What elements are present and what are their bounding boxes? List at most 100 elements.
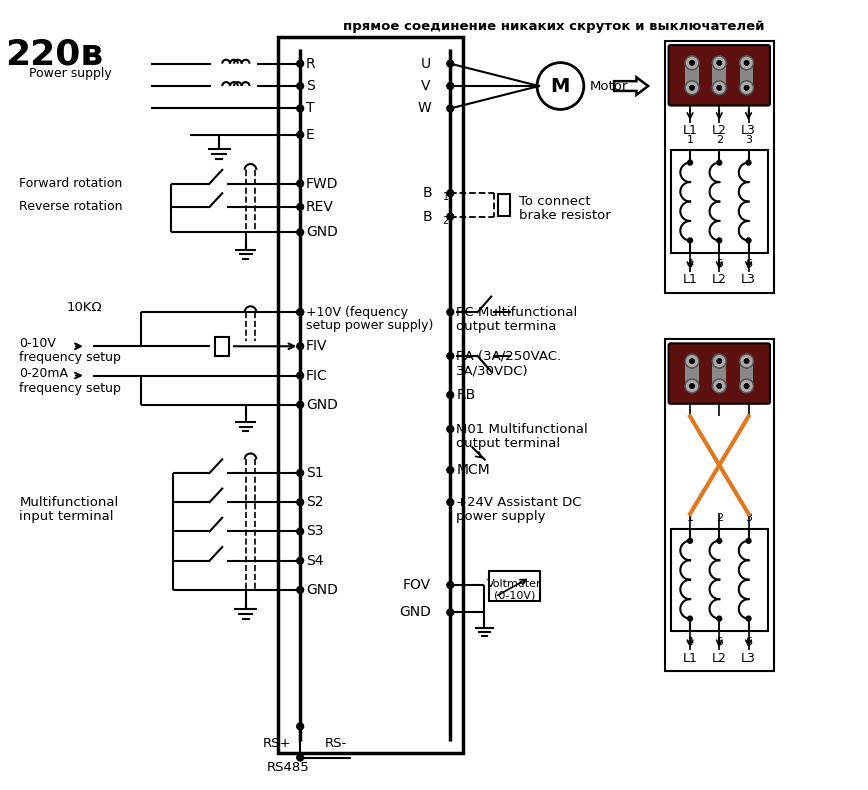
Text: T: T (306, 101, 314, 115)
Circle shape (297, 83, 304, 89)
Text: R: R (306, 57, 316, 70)
Circle shape (297, 372, 304, 379)
Circle shape (740, 354, 753, 368)
Bar (685, 358, 699, 389)
Text: FOV: FOV (403, 578, 431, 592)
Text: L3: L3 (741, 652, 756, 664)
Circle shape (297, 528, 304, 535)
Circle shape (740, 81, 753, 95)
Text: S4: S4 (306, 554, 324, 568)
Circle shape (744, 61, 749, 66)
Circle shape (744, 85, 749, 90)
Text: RS+: RS+ (263, 737, 292, 750)
Text: 0-20mA: 0-20mA (19, 367, 69, 380)
Text: L1: L1 (682, 273, 698, 287)
Text: input terminal: input terminal (19, 510, 114, 523)
Text: FWD: FWD (306, 176, 339, 190)
Circle shape (689, 61, 694, 66)
Circle shape (713, 354, 727, 368)
Circle shape (744, 384, 749, 389)
Circle shape (297, 401, 304, 408)
Text: FIV: FIV (306, 339, 327, 353)
Circle shape (297, 180, 304, 187)
Text: 5: 5 (716, 258, 723, 269)
Text: FIC: FIC (306, 368, 328, 382)
Circle shape (685, 56, 699, 70)
Text: B: B (423, 186, 433, 200)
Circle shape (744, 384, 749, 389)
Text: L1: L1 (682, 652, 698, 664)
FancyBboxPatch shape (668, 45, 770, 106)
Text: 6: 6 (745, 637, 752, 647)
Circle shape (740, 81, 753, 95)
Bar (490, 571, 540, 600)
Text: L2: L2 (712, 273, 727, 287)
Circle shape (447, 498, 454, 506)
Text: 4: 4 (687, 637, 694, 647)
Circle shape (689, 359, 694, 363)
Circle shape (685, 379, 699, 393)
Circle shape (746, 238, 751, 243)
Text: GND: GND (399, 605, 431, 619)
Circle shape (297, 204, 304, 210)
Text: RS485: RS485 (267, 761, 310, 774)
Circle shape (744, 61, 749, 66)
Text: RC Multifunctional: RC Multifunctional (456, 306, 577, 318)
Text: S2: S2 (306, 495, 324, 510)
Circle shape (685, 81, 699, 95)
Circle shape (689, 384, 694, 389)
Text: L3: L3 (741, 124, 756, 137)
Bar (713, 358, 727, 389)
Text: 5: 5 (716, 637, 723, 647)
Circle shape (447, 467, 454, 473)
Circle shape (687, 538, 693, 544)
Text: power supply: power supply (456, 510, 546, 523)
Text: V: V (421, 79, 431, 93)
Circle shape (447, 309, 454, 315)
Text: 6: 6 (745, 258, 752, 269)
Circle shape (689, 384, 694, 389)
Circle shape (689, 359, 694, 363)
Circle shape (297, 498, 304, 506)
Circle shape (297, 557, 304, 564)
FancyArrow shape (614, 77, 648, 95)
Circle shape (297, 586, 304, 593)
Bar (215, 337, 229, 356)
FancyBboxPatch shape (668, 344, 770, 404)
Text: L2: L2 (712, 652, 727, 664)
Circle shape (687, 238, 693, 243)
Circle shape (744, 359, 749, 363)
Text: GND: GND (306, 583, 338, 597)
Text: Voltmeter: Voltmeter (487, 579, 542, 589)
Text: output termina: output termina (456, 320, 556, 333)
Circle shape (713, 379, 727, 393)
Circle shape (713, 81, 727, 95)
Circle shape (717, 85, 721, 90)
Circle shape (689, 61, 694, 66)
Text: 1: 1 (687, 134, 694, 145)
Text: frequency setup: frequency setup (19, 352, 122, 364)
Circle shape (297, 754, 304, 761)
Circle shape (297, 723, 304, 730)
Circle shape (740, 379, 753, 393)
Circle shape (447, 426, 454, 432)
Circle shape (740, 56, 753, 70)
Text: 3A/30VDC): 3A/30VDC) (456, 364, 529, 377)
Circle shape (717, 538, 721, 544)
Text: 1: 1 (687, 513, 694, 523)
Circle shape (740, 56, 753, 70)
Circle shape (717, 61, 721, 66)
Circle shape (740, 379, 753, 393)
Circle shape (713, 56, 727, 70)
Text: (0-10V): (0-10V) (494, 591, 536, 600)
Circle shape (689, 85, 694, 90)
Text: 3: 3 (745, 513, 752, 523)
Circle shape (297, 309, 304, 315)
Text: 220в: 220в (5, 37, 103, 71)
Text: прямое соединение никаких скруток и выключателей: прямое соединение никаких скруток и выкл… (343, 20, 765, 32)
Circle shape (297, 309, 304, 315)
Circle shape (297, 60, 304, 67)
Circle shape (447, 83, 454, 89)
Circle shape (297, 343, 304, 350)
Circle shape (685, 81, 699, 95)
